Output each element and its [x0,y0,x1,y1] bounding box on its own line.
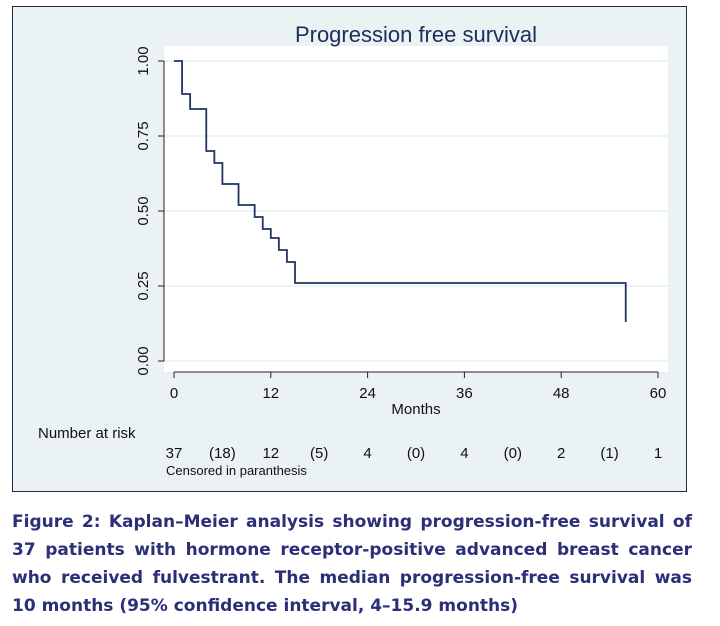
censor-note: Censored in paranthesis [166,463,307,478]
figure-caption: Figure 2: Kaplan–Meier analysis showing … [12,512,692,616]
y-tick-label: 0.25 [135,271,152,300]
risk-table-row: 37 (18) 12 (5) 4 (0) 4 (0) 2 (1) 1 [166,445,663,462]
x-axis-title: Months [391,401,440,418]
y-axis: 0.00 0.25 0.50 0.75 1.00 [135,46,165,376]
series-layer [174,60,627,322]
risk-table-value: 2 [557,445,565,462]
y-tick-label: 1.00 [135,46,152,75]
risk-table-value: 4 [460,445,468,462]
km-chart: 0.000.250.500.751.00 0 12 24 36 48 60 Progres… [38,22,668,478]
risk-table-value: (5) [310,445,328,462]
grid-lines [164,60,668,362]
y-tick-label: 0.50 [135,196,152,225]
x-tick-label: 48 [553,385,570,402]
plot-area [164,46,668,372]
risk-table-value: (0) [407,445,425,462]
survival-step-line [174,60,627,322]
risk-table-label: Number at risk [38,425,136,442]
x-tick-label: 36 [456,385,473,402]
x-tick-label: 12 [262,385,279,402]
risk-table-value: (1) [600,445,618,462]
y-tick-label: 0.75 [135,121,152,150]
y-tick-label: 0.00 [135,346,152,375]
x-tick-label: 24 [359,385,376,402]
risk-table-value: 12 [262,445,279,462]
risk-table-value: (0) [504,445,522,462]
chart-title: Progression free survival [295,22,537,47]
risk-table-value: 1 [654,445,662,462]
risk-table-value: (18) [209,445,236,462]
x-tick-label: 0 [170,385,178,402]
x-axis: 0 12 24 36 48 60 [170,371,667,402]
risk-table-value: 37 [166,445,183,462]
x-tick-label: 60 [650,385,667,402]
risk-table-value: 4 [363,445,371,462]
